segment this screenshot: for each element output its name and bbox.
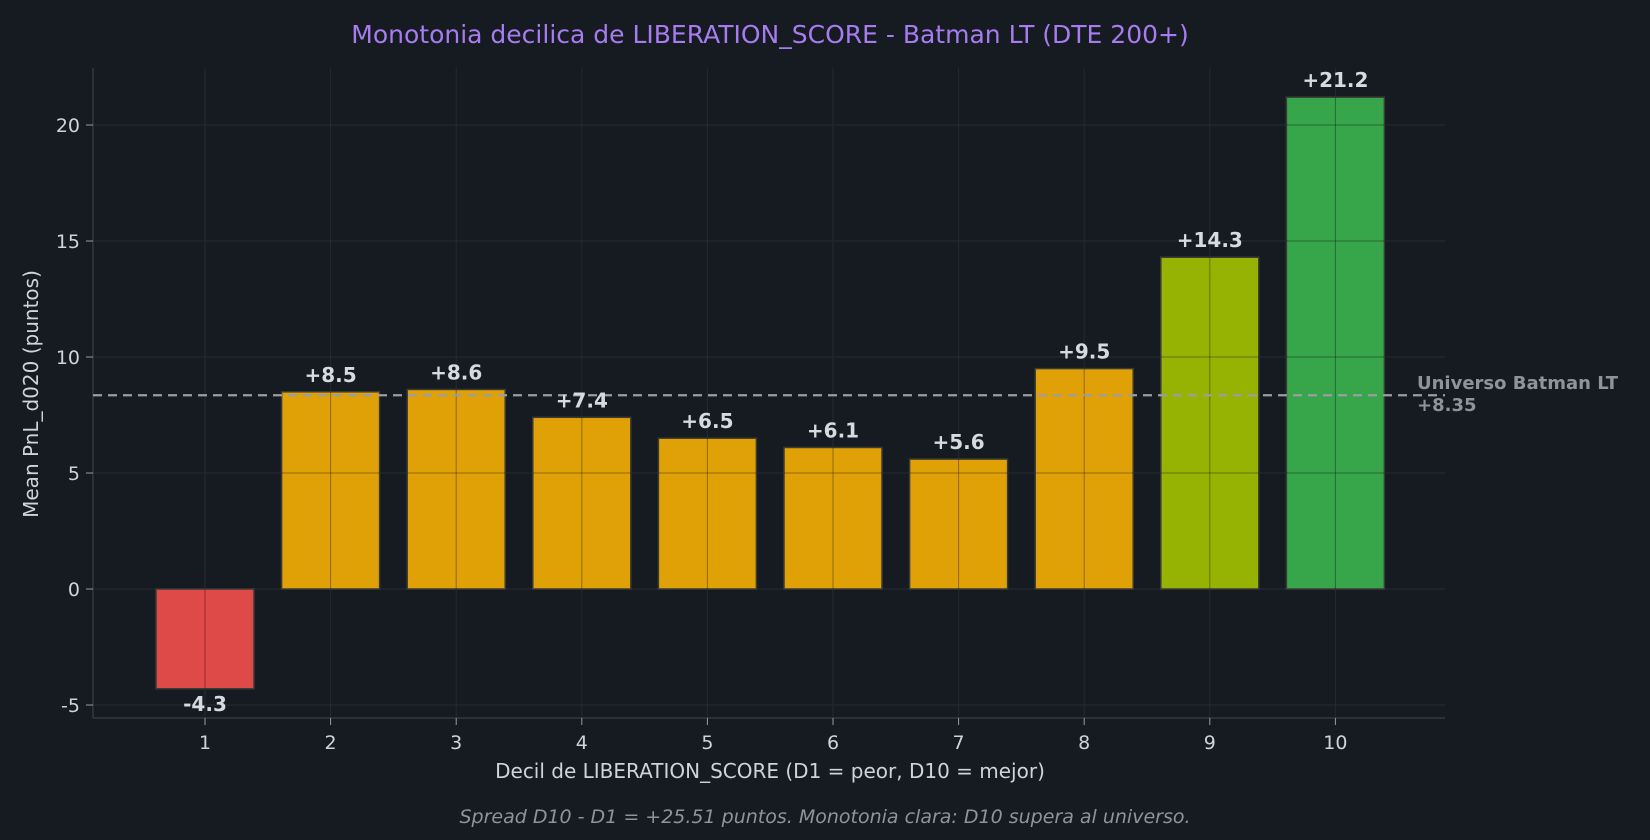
x-tick-label: 7 [953, 732, 965, 754]
bar [908, 458, 1009, 590]
bar-value-label: +14.3 [1177, 228, 1243, 252]
x-tick-label: 1 [199, 732, 211, 754]
bar [657, 437, 758, 590]
x-tick-label: 9 [1204, 732, 1216, 754]
bar-value-label: +21.2 [1302, 68, 1368, 92]
y-tick-label: 15 [56, 231, 80, 253]
y-axis-ticks: -5 0 5 10 15 20 [56, 115, 93, 717]
x-tick-label: 2 [325, 732, 337, 754]
bar [155, 588, 255, 690]
y-axis-label: Mean PnL_d020 (puntos) [19, 270, 43, 518]
bar-value-label: +8.5 [305, 363, 357, 387]
bars [155, 96, 1386, 690]
bar [406, 388, 506, 590]
chart-caption: Spread D10 - D1 = +25.51 puntos. Monoton… [459, 806, 1190, 828]
y-tick-label: 5 [68, 463, 80, 485]
y-tick-label: 20 [56, 115, 80, 137]
x-tick-label: 5 [701, 732, 713, 754]
bar [1034, 367, 1134, 590]
bar-value-label: +6.1 [807, 418, 859, 442]
x-tick-label: 3 [450, 732, 462, 754]
x-tick-label: 6 [827, 732, 839, 754]
y-tick-label: 0 [68, 579, 80, 601]
bar [1285, 96, 1386, 590]
bar [1160, 256, 1260, 590]
x-tick-label: 4 [576, 732, 588, 754]
y-tick-label: 10 [56, 347, 80, 369]
x-axis-ticks: 1 2 3 4 5 6 7 8 9 10 [199, 718, 1347, 754]
bar [783, 446, 883, 590]
bar-value-label: +8.6 [430, 360, 482, 384]
y-tick-label: -5 [61, 695, 80, 717]
bar-value-label: +9.5 [1058, 340, 1110, 364]
x-tick-label: 10 [1323, 732, 1347, 754]
chart-title: Monotonia decilica de LIBERATION_SCORE -… [351, 20, 1188, 49]
bar [532, 416, 632, 590]
bar-value-label: +5.6 [933, 430, 985, 454]
bar [280, 391, 381, 590]
x-tick-label: 8 [1078, 732, 1090, 754]
data-labels: -4.3 +8.5 +8.6 +7.4 +6.5 +6.1 +5.6 +9.5 +14.3 +21… [183, 68, 1368, 716]
reference-line-label: Universo Batman LT [1417, 373, 1619, 394]
reference-line-value: +8.35 [1417, 395, 1477, 416]
bar-value-label: +6.5 [681, 409, 733, 433]
bar-value-label: -4.3 [183, 692, 227, 716]
bar-value-label: +7.4 [556, 388, 608, 412]
axes [92, 68, 1445, 719]
x-axis-label: Decil de LIBERATION_SCORE (D1 = peor, D1… [495, 759, 1045, 783]
